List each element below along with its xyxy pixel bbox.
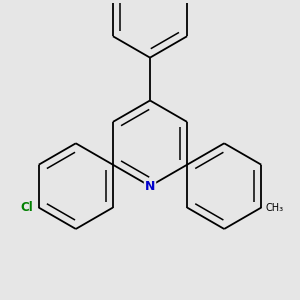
Text: CH₃: CH₃ bbox=[265, 202, 284, 213]
Text: Cl: Cl bbox=[21, 201, 33, 214]
Text: N: N bbox=[145, 180, 155, 193]
